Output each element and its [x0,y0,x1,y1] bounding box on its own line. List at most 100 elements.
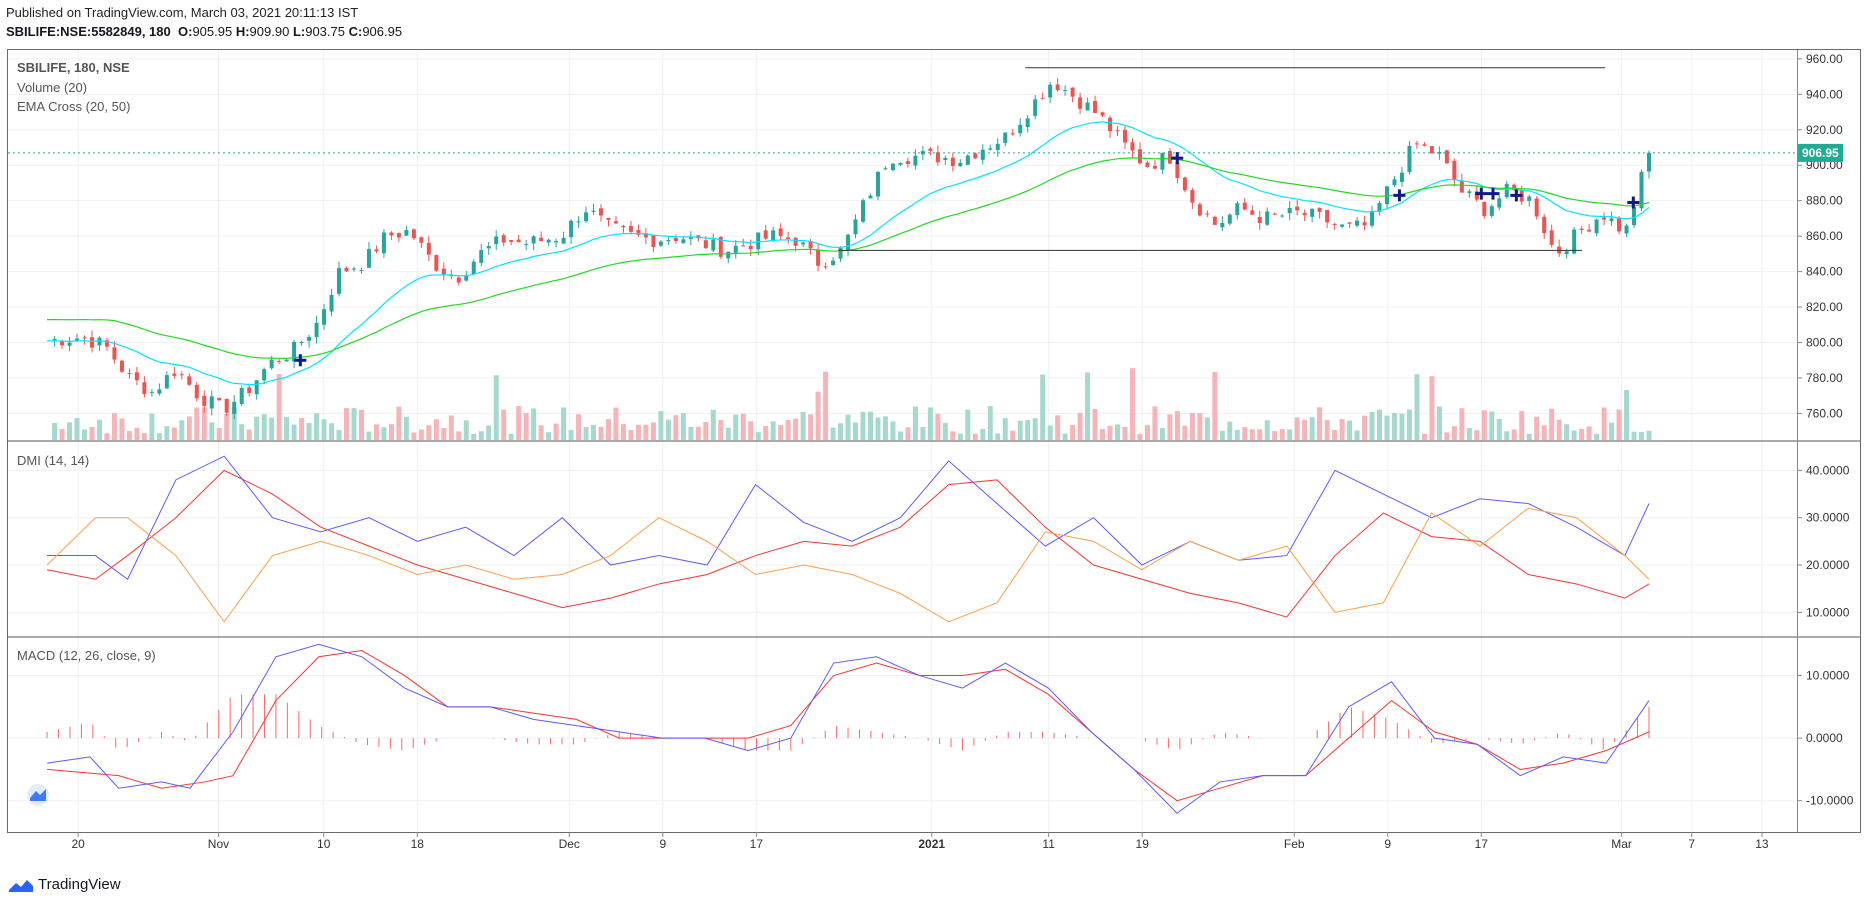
x-tick-label: 20 [71,837,85,851]
candle-body [1564,251,1569,255]
volume-bar [1242,426,1248,440]
candle-body [965,155,970,165]
candle-body [943,157,948,160]
candles [52,78,1651,420]
candle-body [1265,211,1270,225]
volume-bar [1504,431,1510,440]
candle-body [494,236,499,245]
candle-body [1175,161,1180,179]
candle-body [636,229,641,235]
macd-signal-line [47,649,1650,802]
volume-bar [815,391,821,440]
volume-bar [1332,429,1338,440]
candle-body [1003,132,1008,143]
volume-bar [1347,420,1353,440]
candle-body [112,347,117,360]
volume-bar [1302,419,1308,440]
candle-body [584,212,589,222]
candle-body [928,148,933,151]
volume-bar [1234,429,1240,440]
volume-bar [1369,411,1375,440]
volume-bar [501,409,507,440]
candle-body [1467,191,1472,194]
candle-body [314,322,319,338]
candle-body [1542,216,1547,234]
candle-body [1212,216,1217,225]
y-tick-label: 20.0000 [1806,558,1850,572]
candle-body [456,277,461,283]
volume-bar [785,420,791,440]
candle-body [576,221,581,223]
candle-body [763,230,768,239]
volume-bar [1137,433,1143,440]
candle-body [82,337,87,339]
candle-body [1115,130,1120,132]
volume-bar [373,424,379,440]
candle-body [209,396,214,409]
x-tick-label: 10 [317,837,331,851]
candle-body [711,239,716,251]
candle-body [179,374,184,376]
candle-body [703,240,708,249]
volume-bar [134,427,140,440]
candle-body [831,260,836,265]
candle-body [1407,145,1412,173]
volume-bar [620,424,626,440]
x-tick-label: 18 [411,837,425,851]
legend-volume: Volume (20) [17,80,87,95]
candle-body [958,162,963,167]
y-tick-label: -10.0000 [1806,794,1854,808]
volume-bar [576,414,582,440]
candle-body [1310,208,1315,217]
tradingview-brand[interactable]: TradingView [8,876,121,893]
volume-bar [1040,374,1046,440]
y-tick-label: 860.00 [1806,229,1843,243]
candle-body [1093,100,1098,114]
volume-bar [628,429,634,440]
volume-bar [912,406,918,440]
volume-bar [1002,418,1008,440]
volume-bar [1129,368,1135,440]
candle-body [1160,152,1165,170]
volume-bar [1107,425,1113,440]
volume-bar [957,433,963,440]
volume-bar [321,419,327,440]
volume-bar [718,420,724,440]
x-tick-label: 17 [1475,837,1489,851]
candle-body [793,237,798,246]
volume-bar [1601,407,1607,440]
volume-bar [74,418,80,440]
volume-bar [897,431,903,440]
candle-body [479,250,484,263]
candle-body [89,337,94,348]
volume-bar [1631,431,1637,440]
candle-body [1220,222,1225,228]
volume-bar [778,425,784,440]
candle-body [778,228,783,237]
volume-bar [1272,431,1278,440]
volume-bar [1189,412,1195,440]
volume-bar [1384,415,1390,440]
volume-bar [800,411,806,440]
volume-bar [284,416,290,440]
volume-bar [838,423,844,440]
candle-body [1205,213,1210,215]
candle-body [1497,198,1502,208]
x-tick-label: Mar [1611,837,1632,851]
volume-bar [1294,417,1300,440]
volume-bar [1526,433,1532,440]
volume-bar [441,427,447,440]
volume-bar [59,429,65,440]
candle-body [157,389,162,394]
close-value: 906.95 [362,24,403,39]
candle-body [890,163,895,171]
volume-bar [523,412,529,440]
volume-bar [1421,433,1427,440]
candle-body [292,341,297,362]
volume-bar [987,406,993,440]
ema-cross-marker [1510,189,1523,202]
candle-body [329,295,334,312]
candle-body [396,233,401,238]
dmi-line-di [47,455,1650,580]
